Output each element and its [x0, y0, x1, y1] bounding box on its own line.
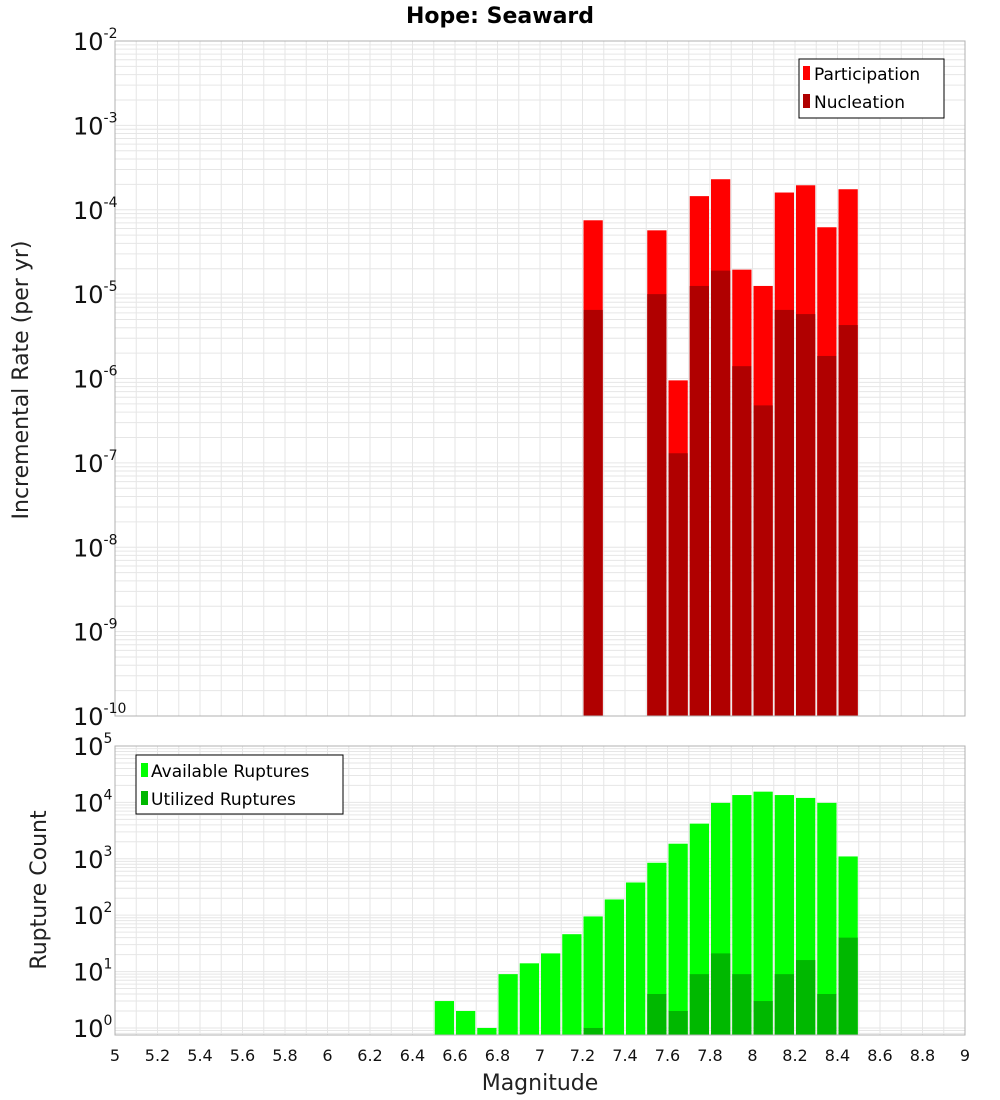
bottom-y-tick-label: 105	[73, 731, 112, 761]
legend-label-nucleation: Nucleation	[814, 93, 905, 113]
bar-nucleation	[732, 366, 752, 716]
legend-swatch-available	[141, 763, 148, 777]
bar-available-ruptures	[604, 899, 624, 1035]
top-y-tick-label: 10-6	[73, 364, 118, 394]
top-y-axis-label: Incremental Rate (per yr)	[9, 241, 34, 520]
bar-nucleation	[753, 405, 773, 716]
bar-available-ruptures	[583, 916, 603, 1035]
bar-nucleation	[711, 270, 731, 716]
top-legend: Participation Nucleation	[798, 58, 945, 119]
bar-nucleation	[796, 314, 816, 716]
bar-available-ruptures	[434, 1001, 454, 1035]
legend-label-participation: Participation	[814, 65, 920, 85]
bar-utilized-ruptures	[796, 960, 816, 1035]
top-y-tick-label: 10-2	[73, 26, 118, 56]
top-panel-gridlines	[114, 41, 966, 717]
bar-utilized-ruptures	[668, 1010, 688, 1035]
legend-label-available: Available Ruptures	[151, 762, 309, 782]
top-panel-bars	[583, 179, 858, 717]
bar-utilized-ruptures	[753, 1001, 773, 1035]
bar-utilized-ruptures	[711, 953, 731, 1035]
bar-nucleation	[647, 294, 667, 716]
top-y-tick-label: 10-4	[73, 195, 118, 225]
bar-available-ruptures	[456, 1010, 476, 1035]
bar-available-ruptures	[562, 934, 582, 1035]
x-tick-label: 6.4	[400, 1046, 425, 1065]
bar-utilized-ruptures	[647, 994, 667, 1035]
bar-utilized-ruptures	[689, 974, 709, 1035]
x-tick-label: 6	[322, 1046, 332, 1065]
x-tick-label: 9	[960, 1046, 970, 1065]
bar-utilized-ruptures	[732, 974, 752, 1035]
bar-utilized-ruptures	[838, 937, 858, 1035]
bottom-legend: Available Ruptures Utilized Ruptures	[135, 754, 344, 815]
bottom-y-tick-labels: 100 101 102 103 104 105	[73, 731, 113, 1043]
x-tick-labels: 5 5.2 5.4 5.6 5.8 6 6.2 6.4 6.6 6.8 7 7.2 7.4 7.6 7.8 8…	[110, 1046, 970, 1065]
legend-swatch-utilized	[141, 791, 148, 805]
bar-available-ruptures	[541, 953, 561, 1035]
x-tick-label: 7.4	[612, 1046, 637, 1065]
bar-available-ruptures	[626, 882, 646, 1035]
chart-title: Hope: Seaward	[406, 4, 594, 29]
bar-available-ruptures	[498, 974, 518, 1035]
x-tick-label: 5.8	[272, 1046, 297, 1065]
x-tick-label: 6.6	[442, 1046, 467, 1065]
bottom-panel-bars	[434, 791, 858, 1035]
bar-nucleation	[583, 309, 603, 716]
x-axis-label: Magnitude	[482, 1071, 599, 1096]
x-tick-label: 8.2	[782, 1046, 807, 1065]
bottom-y-axis-label: Rupture Count	[27, 810, 52, 970]
bar-nucleation	[689, 285, 709, 716]
top-y-tick-label: 10-9	[73, 617, 118, 647]
bottom-y-tick-label: 102	[73, 900, 112, 930]
bottom-plot-frame	[114, 745, 966, 1036]
bar-available-ruptures	[753, 791, 773, 1035]
top-y-tick-label: 10-3	[73, 110, 118, 140]
bar-available-ruptures	[647, 862, 667, 1035]
bar-nucleation	[838, 325, 858, 716]
bottom-y-tick-label: 104	[73, 787, 113, 817]
x-tick-label: 7.2	[570, 1046, 595, 1065]
top-legend-box	[798, 58, 945, 119]
bar-available-ruptures	[519, 963, 539, 1035]
top-y-tick-label: 10-10	[73, 701, 126, 731]
top-plot-frame	[114, 40, 966, 717]
bottom-y-tick-label: 103	[73, 844, 112, 874]
x-tick-label: 5	[110, 1046, 120, 1065]
x-tick-label: 7.8	[697, 1046, 722, 1065]
top-y-tick-label: 10-5	[73, 279, 118, 309]
bottom-y-tick-label: 100	[73, 1013, 112, 1043]
top-y-tick-label: 10-7	[73, 448, 118, 478]
top-y-tick-labels: 10-10 10-9 10-8 10-7 10-6 10-5 10-4 10-3 10-2	[73, 26, 126, 731]
x-tick-label: 7	[535, 1046, 545, 1065]
x-tick-label: 8.6	[867, 1046, 892, 1065]
legend-swatch-participation	[803, 66, 810, 80]
x-tick-label: 5.4	[187, 1046, 212, 1065]
bar-available-ruptures	[817, 802, 837, 1035]
bar-available-ruptures	[477, 1027, 497, 1035]
x-tick-label: 8.4	[825, 1046, 850, 1065]
x-tick-label: 8.8	[910, 1046, 935, 1065]
bar-nucleation	[774, 309, 794, 716]
bar-utilized-ruptures	[817, 994, 837, 1035]
bottom-legend-box	[135, 754, 344, 815]
bottom-y-tick-label: 101	[73, 957, 112, 987]
x-tick-label: 7.6	[655, 1046, 680, 1065]
legend-swatch-nucleation	[803, 94, 810, 108]
x-tick-label: 6.2	[357, 1046, 382, 1065]
bar-utilized-ruptures	[583, 1027, 603, 1035]
bar-available-ruptures	[668, 843, 688, 1035]
bar-nucleation	[817, 355, 837, 716]
legend-label-utilized: Utilized Ruptures	[151, 790, 296, 810]
bar-utilized-ruptures	[774, 974, 794, 1035]
top-y-tick-label: 10-8	[73, 532, 118, 562]
x-tick-label: 5.2	[145, 1046, 170, 1065]
x-tick-label: 8	[747, 1046, 757, 1065]
x-tick-label: 5.6	[230, 1046, 255, 1065]
x-tick-label: 6.8	[485, 1046, 510, 1065]
bar-nucleation	[668, 453, 688, 716]
